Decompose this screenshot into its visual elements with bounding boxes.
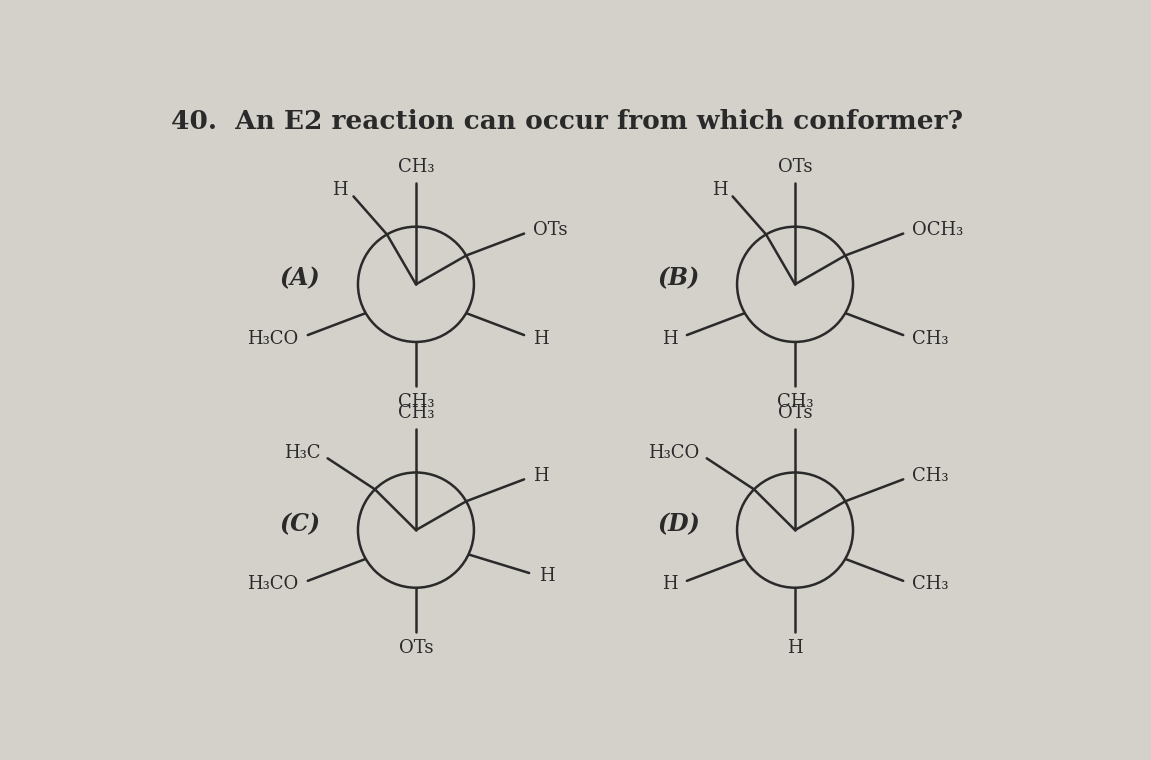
Text: H: H [711,182,727,199]
Text: OTs: OTs [398,638,433,657]
Text: H: H [333,182,348,199]
Text: CH₃: CH₃ [398,393,434,411]
Text: H: H [787,638,803,657]
Text: H₃CO: H₃CO [247,575,298,594]
Text: H: H [662,575,678,594]
Text: OTs: OTs [533,221,567,239]
Text: CH₃: CH₃ [398,404,434,422]
Text: H: H [662,330,678,347]
Ellipse shape [737,473,853,587]
Text: CH₃: CH₃ [913,330,948,347]
Text: CH₃: CH₃ [913,467,948,485]
Text: OCH₃: OCH₃ [913,221,963,239]
Text: H₃CO: H₃CO [648,445,699,462]
Text: H₃CO: H₃CO [247,330,298,347]
Text: (A): (A) [280,267,320,290]
Text: CH₃: CH₃ [398,158,434,176]
Text: H: H [539,567,555,585]
Text: OTs: OTs [778,404,813,422]
Text: H₃C: H₃C [283,445,320,462]
Ellipse shape [358,473,474,587]
Text: H: H [533,330,549,347]
Text: (C): (C) [280,512,320,537]
Text: H: H [533,467,549,485]
Text: CH₃: CH₃ [777,393,814,411]
Text: OTs: OTs [778,158,813,176]
Ellipse shape [737,226,853,342]
Text: (D): (D) [657,512,701,537]
Text: 40.  An E2 reaction can occur from which conformer?: 40. An E2 reaction can occur from which … [170,109,962,134]
Ellipse shape [358,226,474,342]
Text: CH₃: CH₃ [913,575,948,594]
Text: (B): (B) [658,267,700,290]
